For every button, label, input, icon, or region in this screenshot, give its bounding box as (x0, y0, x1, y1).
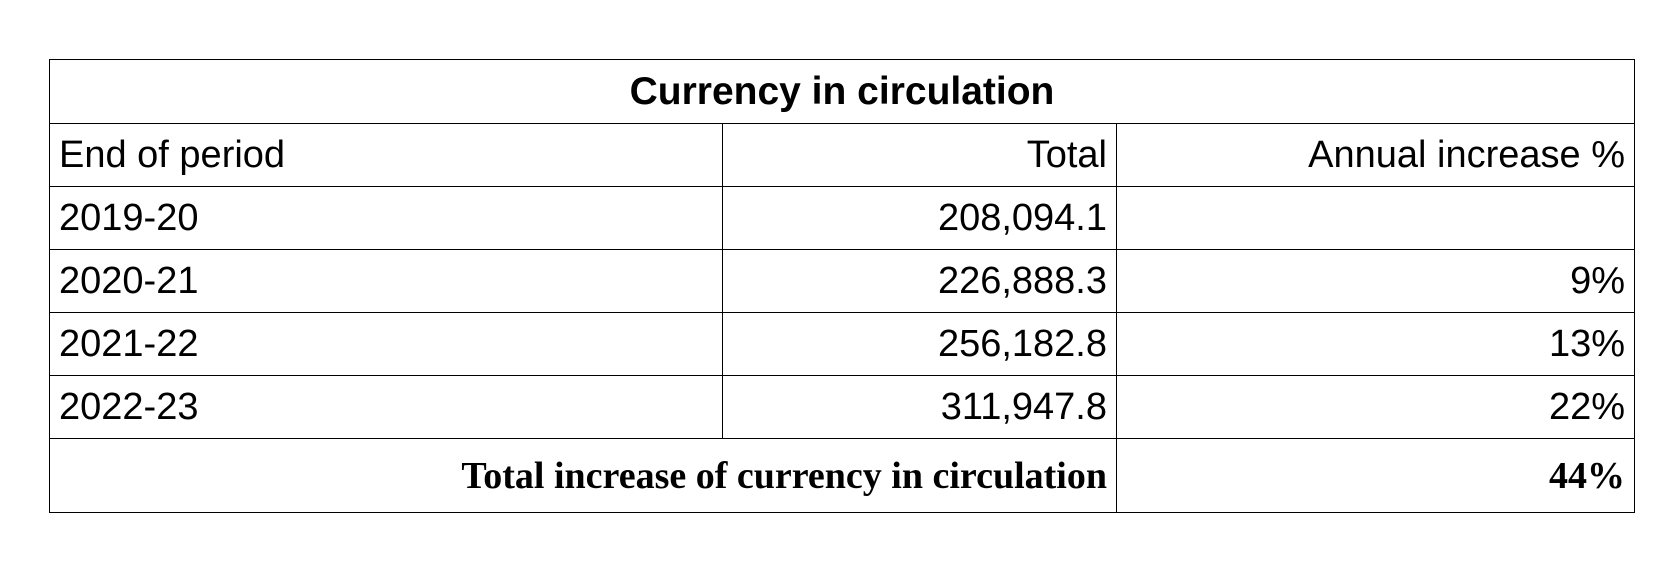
increase-cell: 22% (1115, 375, 1636, 439)
header-annual-increase: Annual increase % (1115, 123, 1636, 187)
period-cell: 2022-23 (49, 375, 723, 439)
table-row: 2019-20 208,094.1 (49, 186, 1636, 250)
total-cell: 208,094.1 (722, 186, 1117, 250)
summary-label: Total increase of currency in circulatio… (49, 438, 1117, 513)
total-cell: 256,182.8 (722, 312, 1117, 376)
table-title-row: Currency in circulation (48, 59, 1636, 124)
currency-table: Currency in circulation End of period To… (48, 59, 1636, 513)
total-cell: 311,947.8 (722, 375, 1117, 439)
summary-value: 44% (1115, 438, 1636, 513)
summary-row: Total increase of currency in circulatio… (49, 438, 1636, 513)
header-end-of-period: End of period (49, 123, 723, 187)
increase-cell: 9% (1115, 249, 1636, 313)
total-cell: 226,888.3 (722, 249, 1117, 313)
period-cell: 2019-20 (49, 186, 723, 250)
header-total: Total (722, 123, 1117, 187)
table-row: 2022-23 311,947.8 22% (49, 375, 1636, 439)
period-cell: 2021-22 (49, 312, 723, 376)
increase-cell (1115, 186, 1636, 250)
period-cell: 2020-21 (49, 249, 723, 313)
table-header-row: End of period Total Annual increase % (49, 123, 1636, 187)
table-row: 2020-21 226,888.3 9% (49, 249, 1636, 313)
table-row: 2021-22 256,182.8 13% (49, 312, 1636, 376)
table-title: Currency in circulation (48, 59, 1636, 124)
increase-cell: 13% (1115, 312, 1636, 376)
